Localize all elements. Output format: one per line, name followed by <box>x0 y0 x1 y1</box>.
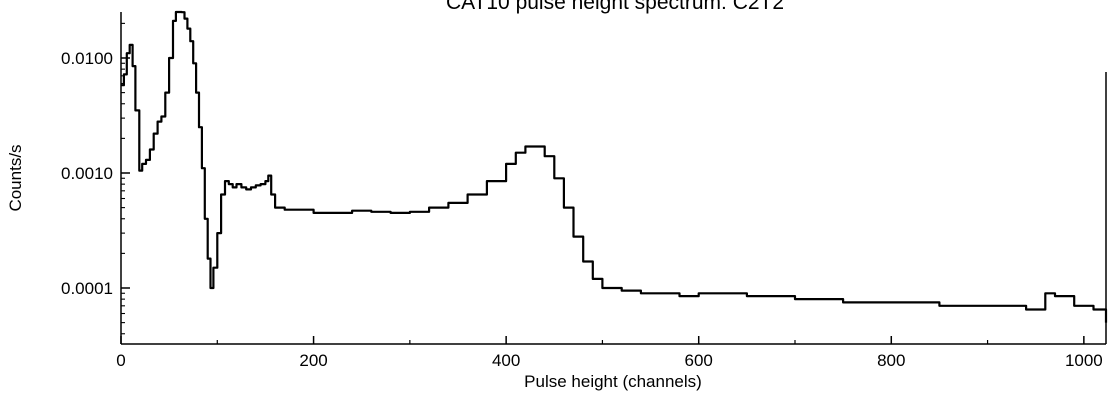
y-axis-title: Counts/s <box>6 144 25 211</box>
x-tick-label: 600 <box>685 351 713 370</box>
chart-title: CAT10 pulse height spectrum: C2T2 <box>446 0 784 14</box>
x-axis-title: Pulse height (channels) <box>524 372 702 391</box>
y-ticks: 0.0100 0.0010 0.0001 <box>61 22 130 335</box>
y-tick-label: 0.0010 <box>61 164 113 183</box>
series-line <box>121 10 1108 323</box>
x-ticks: 0 200 400 600 800 1000 <box>116 336 1103 370</box>
y-tick-label: 0.0100 <box>61 49 113 68</box>
x-tick-label: 1000 <box>1065 351 1103 370</box>
x-tick-label: 800 <box>877 351 905 370</box>
y-tick-label: 0.0001 <box>61 279 113 298</box>
x-tick-label: 0 <box>116 351 125 370</box>
x-tick-label: 400 <box>492 351 520 370</box>
x-tick-label: 200 <box>299 351 327 370</box>
